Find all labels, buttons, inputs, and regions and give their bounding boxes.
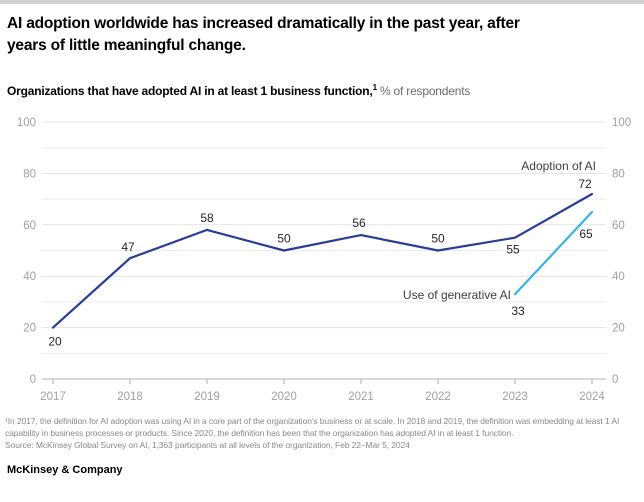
data-label: 55	[506, 243, 520, 257]
x-axis-label: 2018	[117, 391, 143, 403]
data-label: 20	[48, 335, 62, 349]
page-title-line-2: years of little meaningful change.	[7, 37, 246, 54]
y-axis-label-right: 100	[612, 117, 631, 129]
y-axis-label-right: 20	[612, 323, 625, 335]
series-label: Use of generative AI	[403, 288, 511, 302]
x-axis-label: 2017	[40, 391, 66, 403]
y-axis-label-left: 60	[23, 220, 36, 232]
footnote-block: ¹In 2017, the definition for AI adoption…	[5, 415, 639, 451]
x-axis-label: 2019	[194, 391, 220, 403]
data-label: 65	[579, 227, 593, 241]
series-label: Adoption of AI	[521, 159, 596, 173]
data-label: 50	[431, 232, 445, 246]
x-axis-label: 2024	[579, 391, 605, 403]
page-title: AI adoption worldwide has increased dram…	[7, 13, 520, 57]
x-axis-label: 2021	[348, 391, 374, 403]
data-label: 33	[511, 304, 525, 318]
x-axis-label: 2022	[425, 391, 451, 403]
footnote-source: Source: McKinsey Global Survey on AI, 1,…	[5, 440, 410, 450]
data-label: 72	[578, 177, 592, 191]
y-axis-label-right: 0	[612, 374, 618, 386]
footnote-marker-sup: 1	[372, 83, 377, 92]
y-axis-label-right: 80	[612, 168, 625, 180]
data-label: 58	[200, 211, 214, 225]
top-divider-bar	[0, 0, 644, 4]
y-axis-label-left: 20	[23, 323, 36, 335]
series-line	[51, 192, 594, 329]
chart-subtitle: Organizations that have adopted AI in at…	[7, 83, 471, 99]
series-line	[513, 210, 594, 296]
chart-subtitle-bold: Organizations that have adopted AI in at…	[7, 84, 373, 98]
x-axis-label: 2023	[502, 391, 528, 403]
mckinsey-company-logo-text: McKinsey & Company	[7, 464, 123, 476]
y-axis-label-left: 0	[30, 374, 36, 386]
data-label: 50	[277, 232, 291, 246]
y-axis-label-right: 60	[612, 220, 625, 232]
y-axis-label-left: 80	[23, 168, 36, 180]
y-axis-label-right: 40	[612, 271, 625, 283]
page-title-line-1: AI adoption worldwide has increased dram…	[7, 15, 520, 32]
y-axis-label-left: 40	[23, 271, 36, 283]
x-axis-label: 2020	[271, 391, 297, 403]
data-label: 56	[352, 216, 366, 230]
footnote-definition: ¹In 2017, the definition for AI adoption…	[5, 416, 620, 438]
y-axis-label-left: 100	[17, 117, 36, 129]
chart-subtitle-unit: % of respondents	[376, 84, 471, 98]
data-label: 47	[121, 240, 135, 254]
